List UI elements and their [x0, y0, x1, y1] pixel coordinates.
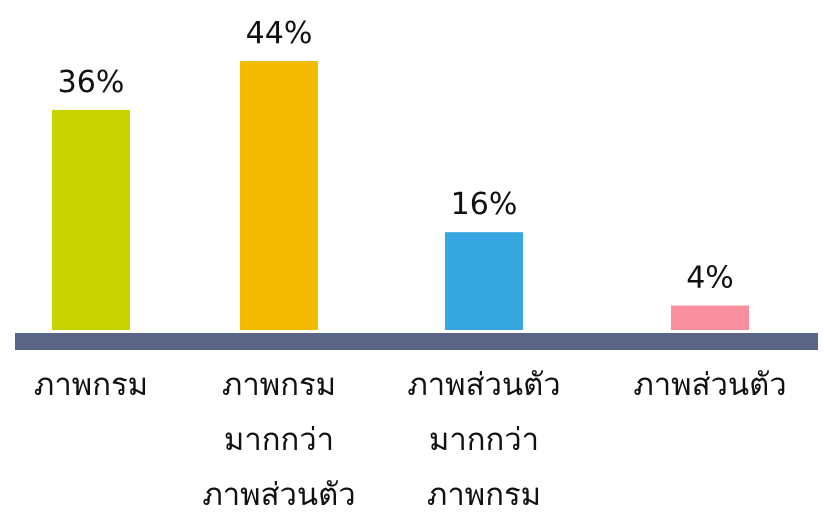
category-label: ภาพส่วนตัว มากกว่า ภาพกรม [407, 367, 561, 513]
value-label: 44% [246, 16, 313, 51]
value-label: 36% [58, 65, 125, 100]
value-label: 4% [686, 261, 734, 296]
value-label: 16% [451, 187, 518, 222]
chart: 36% 44% 16% 4% [15, 16, 818, 350]
category-label: ภาพส่วนตัว [633, 367, 787, 403]
bar [52, 109, 130, 330]
baseline-axis [15, 333, 818, 350]
bar [671, 305, 749, 330]
page: {"chart_data": {"type": "bar", "categori… [15, 16, 818, 513]
category-label: ภาพกรม มากกว่า ภาพส่วนตัว [202, 367, 356, 513]
bar [240, 61, 318, 330]
category-label: ภาพกรม [33, 367, 149, 403]
bar [445, 232, 523, 330]
